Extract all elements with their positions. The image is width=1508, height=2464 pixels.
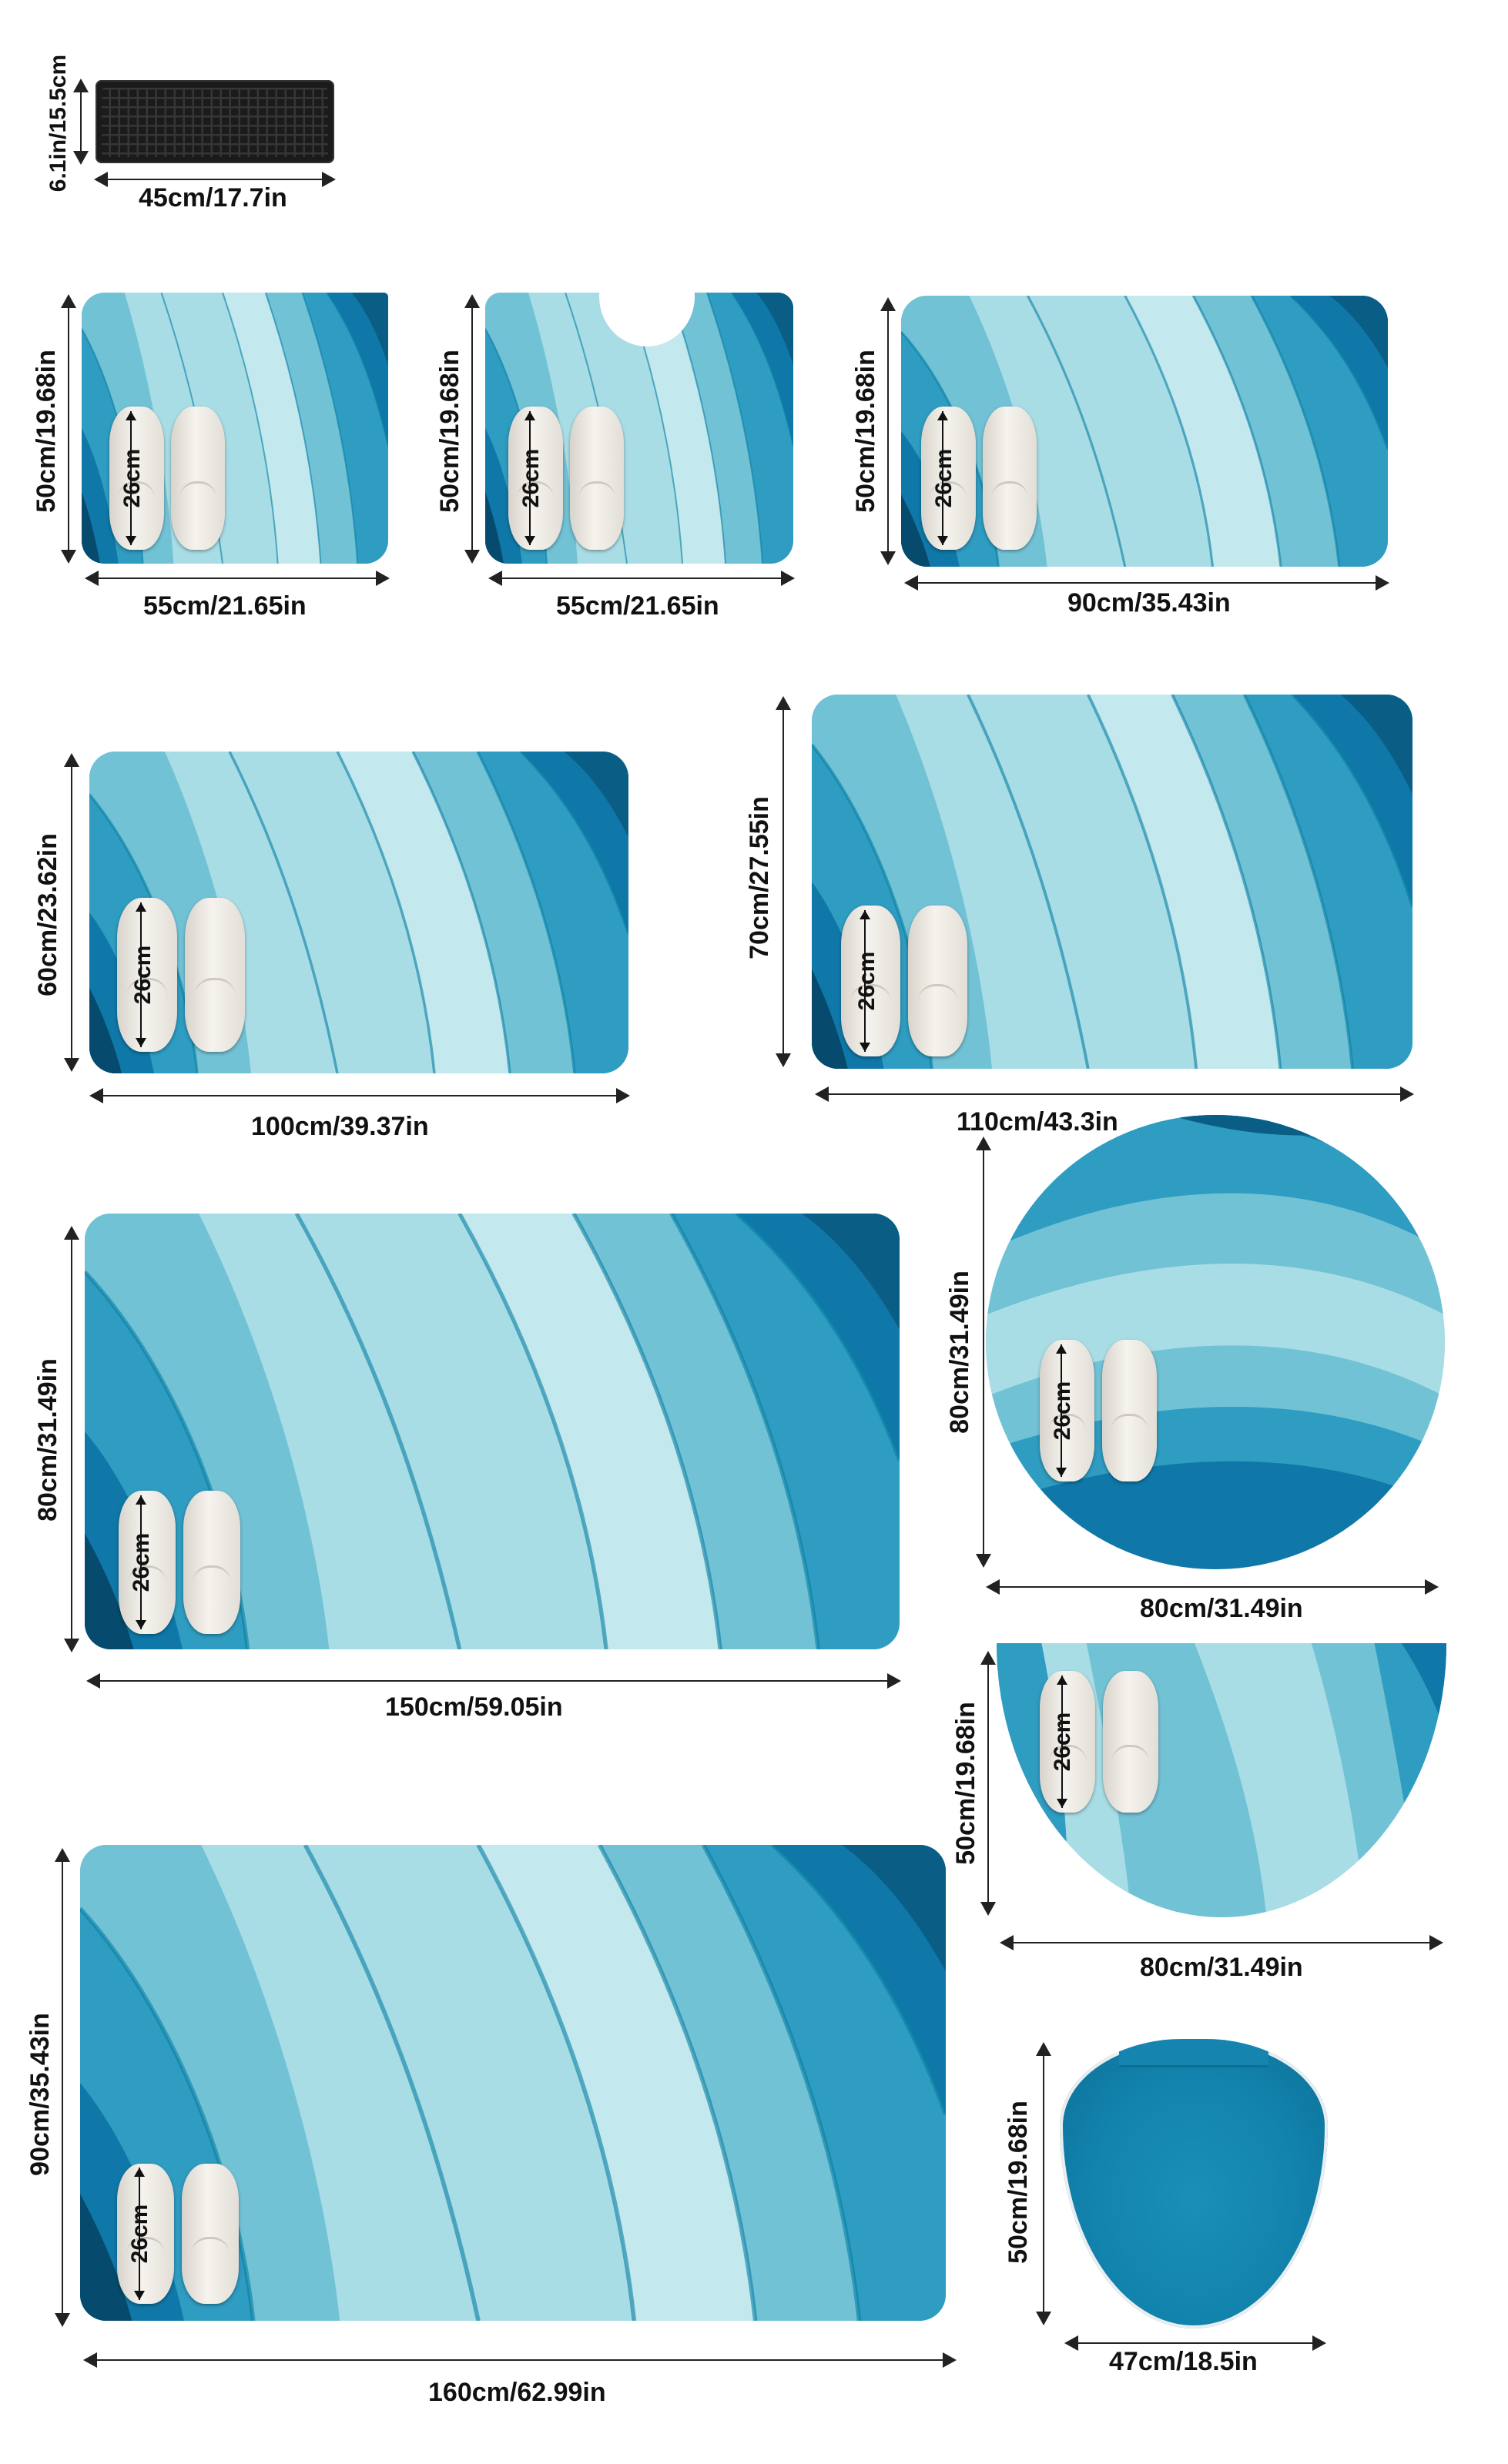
slipper-length-arrow (1056, 1675, 1067, 1809)
slipper-length-label: 26cm (130, 945, 156, 1005)
slipper-pair: 26cm (1040, 1340, 1157, 1481)
height-arrow (1036, 2042, 1051, 2325)
keyboard-height-label: 6.1in/15.5cm (45, 54, 71, 192)
width-arrow (904, 575, 1389, 591)
slipper-pair: 26cm (921, 407, 1037, 550)
slipper-length-arrow (937, 410, 948, 546)
slipper-length-label: 26cm (518, 448, 544, 508)
lid-top-cut (1118, 2039, 1269, 2067)
width-arrow (815, 1086, 1414, 1102)
keyboard-image (96, 80, 334, 163)
width-arrow (1000, 1935, 1443, 1950)
slipper-length-arrow (134, 2168, 146, 2300)
slipper-pair: 26cm (117, 898, 245, 1052)
height-label: 90cm/35.43in (25, 2013, 55, 2176)
width-label: 150cm/59.05in (385, 1692, 563, 1722)
height-label: 70cm/27.55in (745, 796, 774, 959)
slipper-length-arrow (126, 410, 136, 546)
height-label: 80cm/31.49in (945, 1270, 974, 1434)
width-label: 55cm/21.65in (556, 591, 719, 621)
slipper-length-label: 26cm (127, 2204, 152, 2264)
height-arrow (64, 753, 79, 1072)
height-label: 60cm/23.62in (33, 833, 62, 996)
slipper-pair: 26cm (841, 906, 967, 1056)
height-label: 80cm/31.49in (33, 1358, 62, 1522)
slipper-pair: 26cm (109, 407, 225, 550)
height-arrow (880, 297, 896, 565)
keyboard-width-label: 45cm/17.7in (139, 183, 287, 213)
width-label: 80cm/31.49in (1140, 1953, 1303, 1982)
rug-image (1060, 2039, 1328, 2328)
width-arrow (89, 1088, 630, 1103)
width-label: 80cm/31.49in (1140, 1594, 1303, 1623)
width-label: 100cm/39.37in (251, 1112, 429, 1141)
slipper-length-label: 26cm (119, 448, 145, 508)
height-arrow (61, 294, 76, 564)
rug-image (485, 293, 793, 564)
height-label: 50cm/19.68in (435, 350, 464, 513)
width-label: 160cm/62.99in (428, 2378, 606, 2407)
height-arrow (776, 696, 791, 1067)
slipper-length-label: 26cm (1050, 1381, 1075, 1441)
height-arrow (64, 1226, 79, 1652)
keyboard-height-arrow (73, 79, 89, 165)
height-label: 50cm/19.68in (32, 350, 61, 513)
slipper-length-label: 26cm (854, 951, 880, 1011)
slipper-length-arrow (136, 1495, 147, 1630)
slipper-length-arrow (524, 410, 535, 546)
width-arrow (1064, 2335, 1326, 2351)
height-arrow (464, 294, 480, 564)
width-arrow (488, 571, 795, 586)
slipper-length-label: 26cm (129, 1532, 154, 1592)
width-label: 90cm/35.43in (1067, 588, 1231, 618)
height-arrow (55, 1848, 70, 2327)
slipper-length-arrow (135, 902, 146, 1047)
width-arrow (986, 1579, 1439, 1595)
slipper-length-arrow (1056, 1344, 1067, 1478)
width-label: 55cm/21.65in (143, 591, 307, 621)
keyboard-width-arrow (94, 172, 336, 187)
slipper-length-label: 26cm (931, 448, 957, 508)
slipper-pair: 26cm (117, 2164, 239, 2304)
slipper-length-arrow (859, 909, 870, 1053)
slipper-pair: 26cm (508, 407, 624, 550)
slipper-length-label: 26cm (1050, 1712, 1075, 1772)
slipper-pair: 26cm (1040, 1671, 1158, 1813)
width-arrow (85, 571, 390, 586)
height-label: 50cm/19.68in (1004, 2101, 1033, 2264)
height-arrow (980, 1651, 996, 1916)
width-label: 47cm/18.5in (1109, 2347, 1258, 2376)
height-arrow (976, 1137, 991, 1568)
width-arrow (83, 2352, 957, 2368)
height-label: 50cm/19.68in (851, 350, 880, 513)
width-arrow (86, 1673, 901, 1689)
slipper-pair: 26cm (119, 1491, 240, 1634)
height-label: 50cm/19.68in (951, 1702, 980, 1865)
